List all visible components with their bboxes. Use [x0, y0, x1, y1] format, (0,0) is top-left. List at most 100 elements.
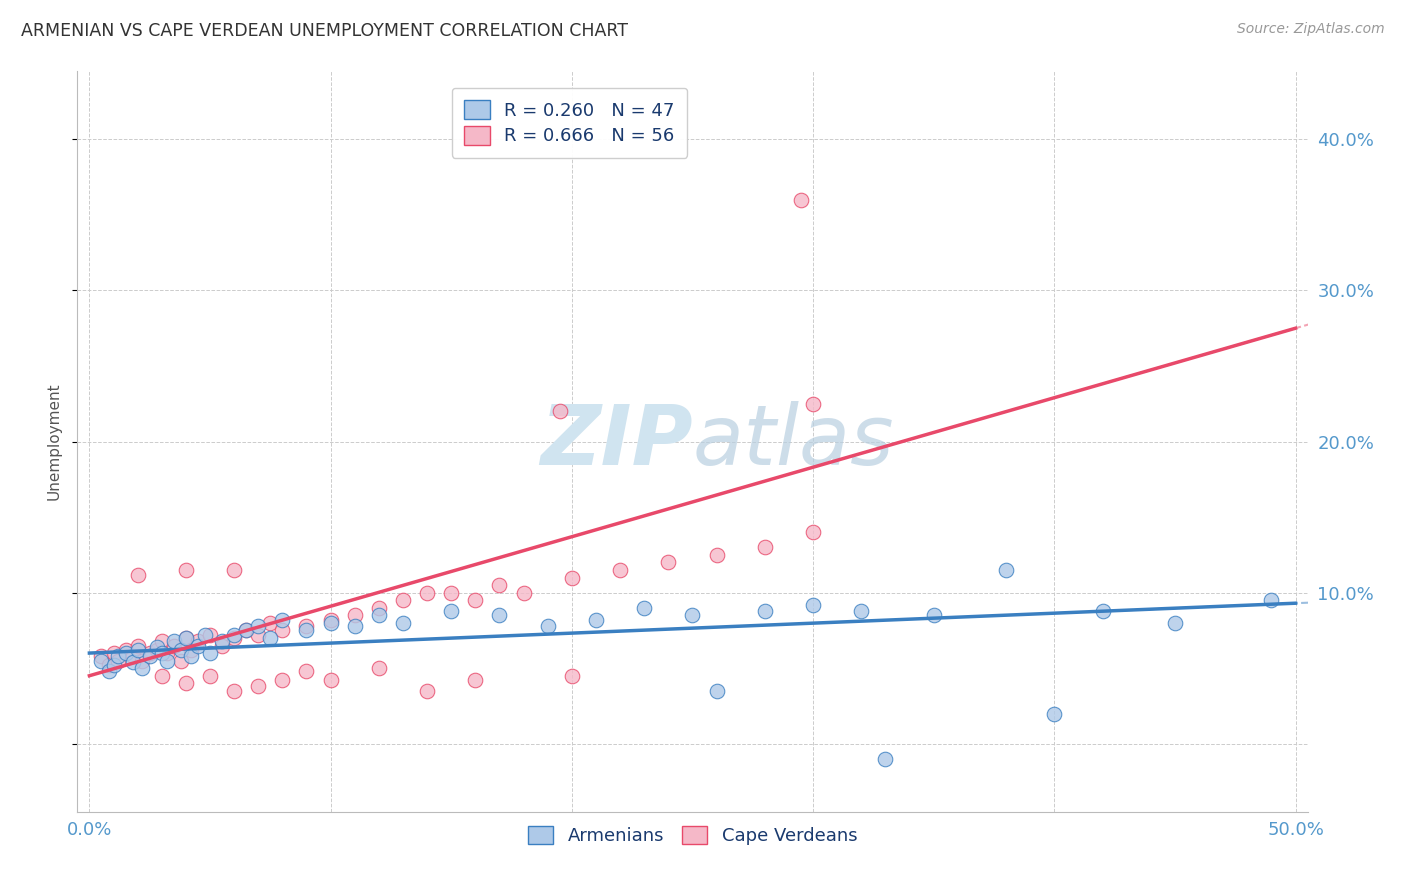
Point: [198, 669, 221, 683]
Point: [235, 624, 257, 638]
Point: [103, 658, 125, 673]
Point: [657, 556, 679, 570]
Text: Source: ZipAtlas.com: Source: ZipAtlas.com: [1237, 22, 1385, 37]
Point: [561, 669, 583, 683]
Point: [367, 661, 389, 675]
Point: [194, 628, 217, 642]
Point: [163, 634, 186, 648]
Point: [247, 619, 270, 633]
Point: [706, 548, 728, 562]
Point: [609, 563, 631, 577]
Point: [170, 643, 193, 657]
Point: [198, 628, 221, 642]
Point: [464, 593, 486, 607]
Point: [851, 604, 873, 618]
Point: [187, 634, 209, 648]
Point: [247, 628, 270, 642]
Point: [150, 669, 173, 683]
Point: [585, 613, 607, 627]
Point: [103, 646, 125, 660]
Point: [121, 649, 143, 664]
Point: [131, 661, 153, 675]
Point: [682, 608, 704, 623]
Point: [367, 600, 389, 615]
Point: [211, 634, 233, 648]
Point: [114, 646, 136, 660]
Point: [198, 646, 221, 660]
Point: [138, 646, 160, 660]
Point: [150, 634, 173, 648]
Point: [235, 624, 257, 638]
Point: [259, 615, 281, 630]
Point: [464, 673, 486, 688]
Point: [922, 608, 945, 623]
Point: [114, 643, 136, 657]
Point: [271, 673, 294, 688]
Point: [319, 615, 342, 630]
Point: [107, 654, 129, 668]
Legend: Armenians, Cape Verdeans: Armenians, Cape Verdeans: [517, 815, 868, 856]
Y-axis label: Unemployment: Unemployment: [46, 383, 62, 500]
Point: [319, 673, 342, 688]
Point: [1091, 604, 1114, 618]
Point: [174, 631, 197, 645]
Point: [343, 619, 366, 633]
Point: [801, 598, 824, 612]
Point: [174, 676, 197, 690]
Point: [561, 570, 583, 584]
Point: [392, 615, 415, 630]
Point: [180, 649, 202, 664]
Point: [706, 683, 728, 698]
Point: [146, 640, 169, 654]
Point: [127, 567, 149, 582]
Point: [146, 643, 169, 657]
Point: [548, 404, 571, 418]
Point: [121, 655, 143, 669]
Point: [754, 541, 776, 555]
Point: [790, 193, 813, 207]
Point: [187, 639, 209, 653]
Point: [259, 631, 281, 645]
Point: [211, 639, 233, 653]
Point: [537, 619, 560, 633]
Point: [416, 683, 439, 698]
Point: [512, 585, 534, 599]
Point: [488, 578, 510, 592]
Point: [138, 649, 160, 664]
Point: [633, 600, 655, 615]
Point: [295, 664, 318, 678]
Point: [295, 624, 318, 638]
Point: [127, 639, 149, 653]
Point: [170, 654, 193, 668]
Point: [97, 658, 120, 673]
Text: atlas: atlas: [693, 401, 894, 482]
Point: [1043, 706, 1066, 721]
Point: [180, 643, 202, 657]
Point: [995, 563, 1018, 577]
Point: [801, 525, 824, 540]
Point: [416, 585, 439, 599]
Point: [271, 624, 294, 638]
Point: [127, 643, 149, 657]
Point: [801, 397, 824, 411]
Point: [224, 628, 246, 642]
Point: [367, 608, 389, 623]
Point: [1164, 615, 1187, 630]
Point: [1260, 593, 1282, 607]
Point: [271, 613, 294, 627]
Point: [97, 664, 120, 678]
Point: [440, 604, 463, 618]
Point: [163, 639, 186, 653]
Point: [90, 649, 112, 664]
Point: [174, 631, 197, 645]
Point: [247, 679, 270, 693]
Point: [319, 613, 342, 627]
Point: [488, 608, 510, 623]
Point: [224, 631, 246, 645]
Point: [224, 563, 246, 577]
Point: [875, 752, 897, 766]
Point: [392, 593, 415, 607]
Point: [150, 646, 173, 660]
Point: [131, 654, 153, 668]
Text: ZIP: ZIP: [540, 401, 693, 482]
